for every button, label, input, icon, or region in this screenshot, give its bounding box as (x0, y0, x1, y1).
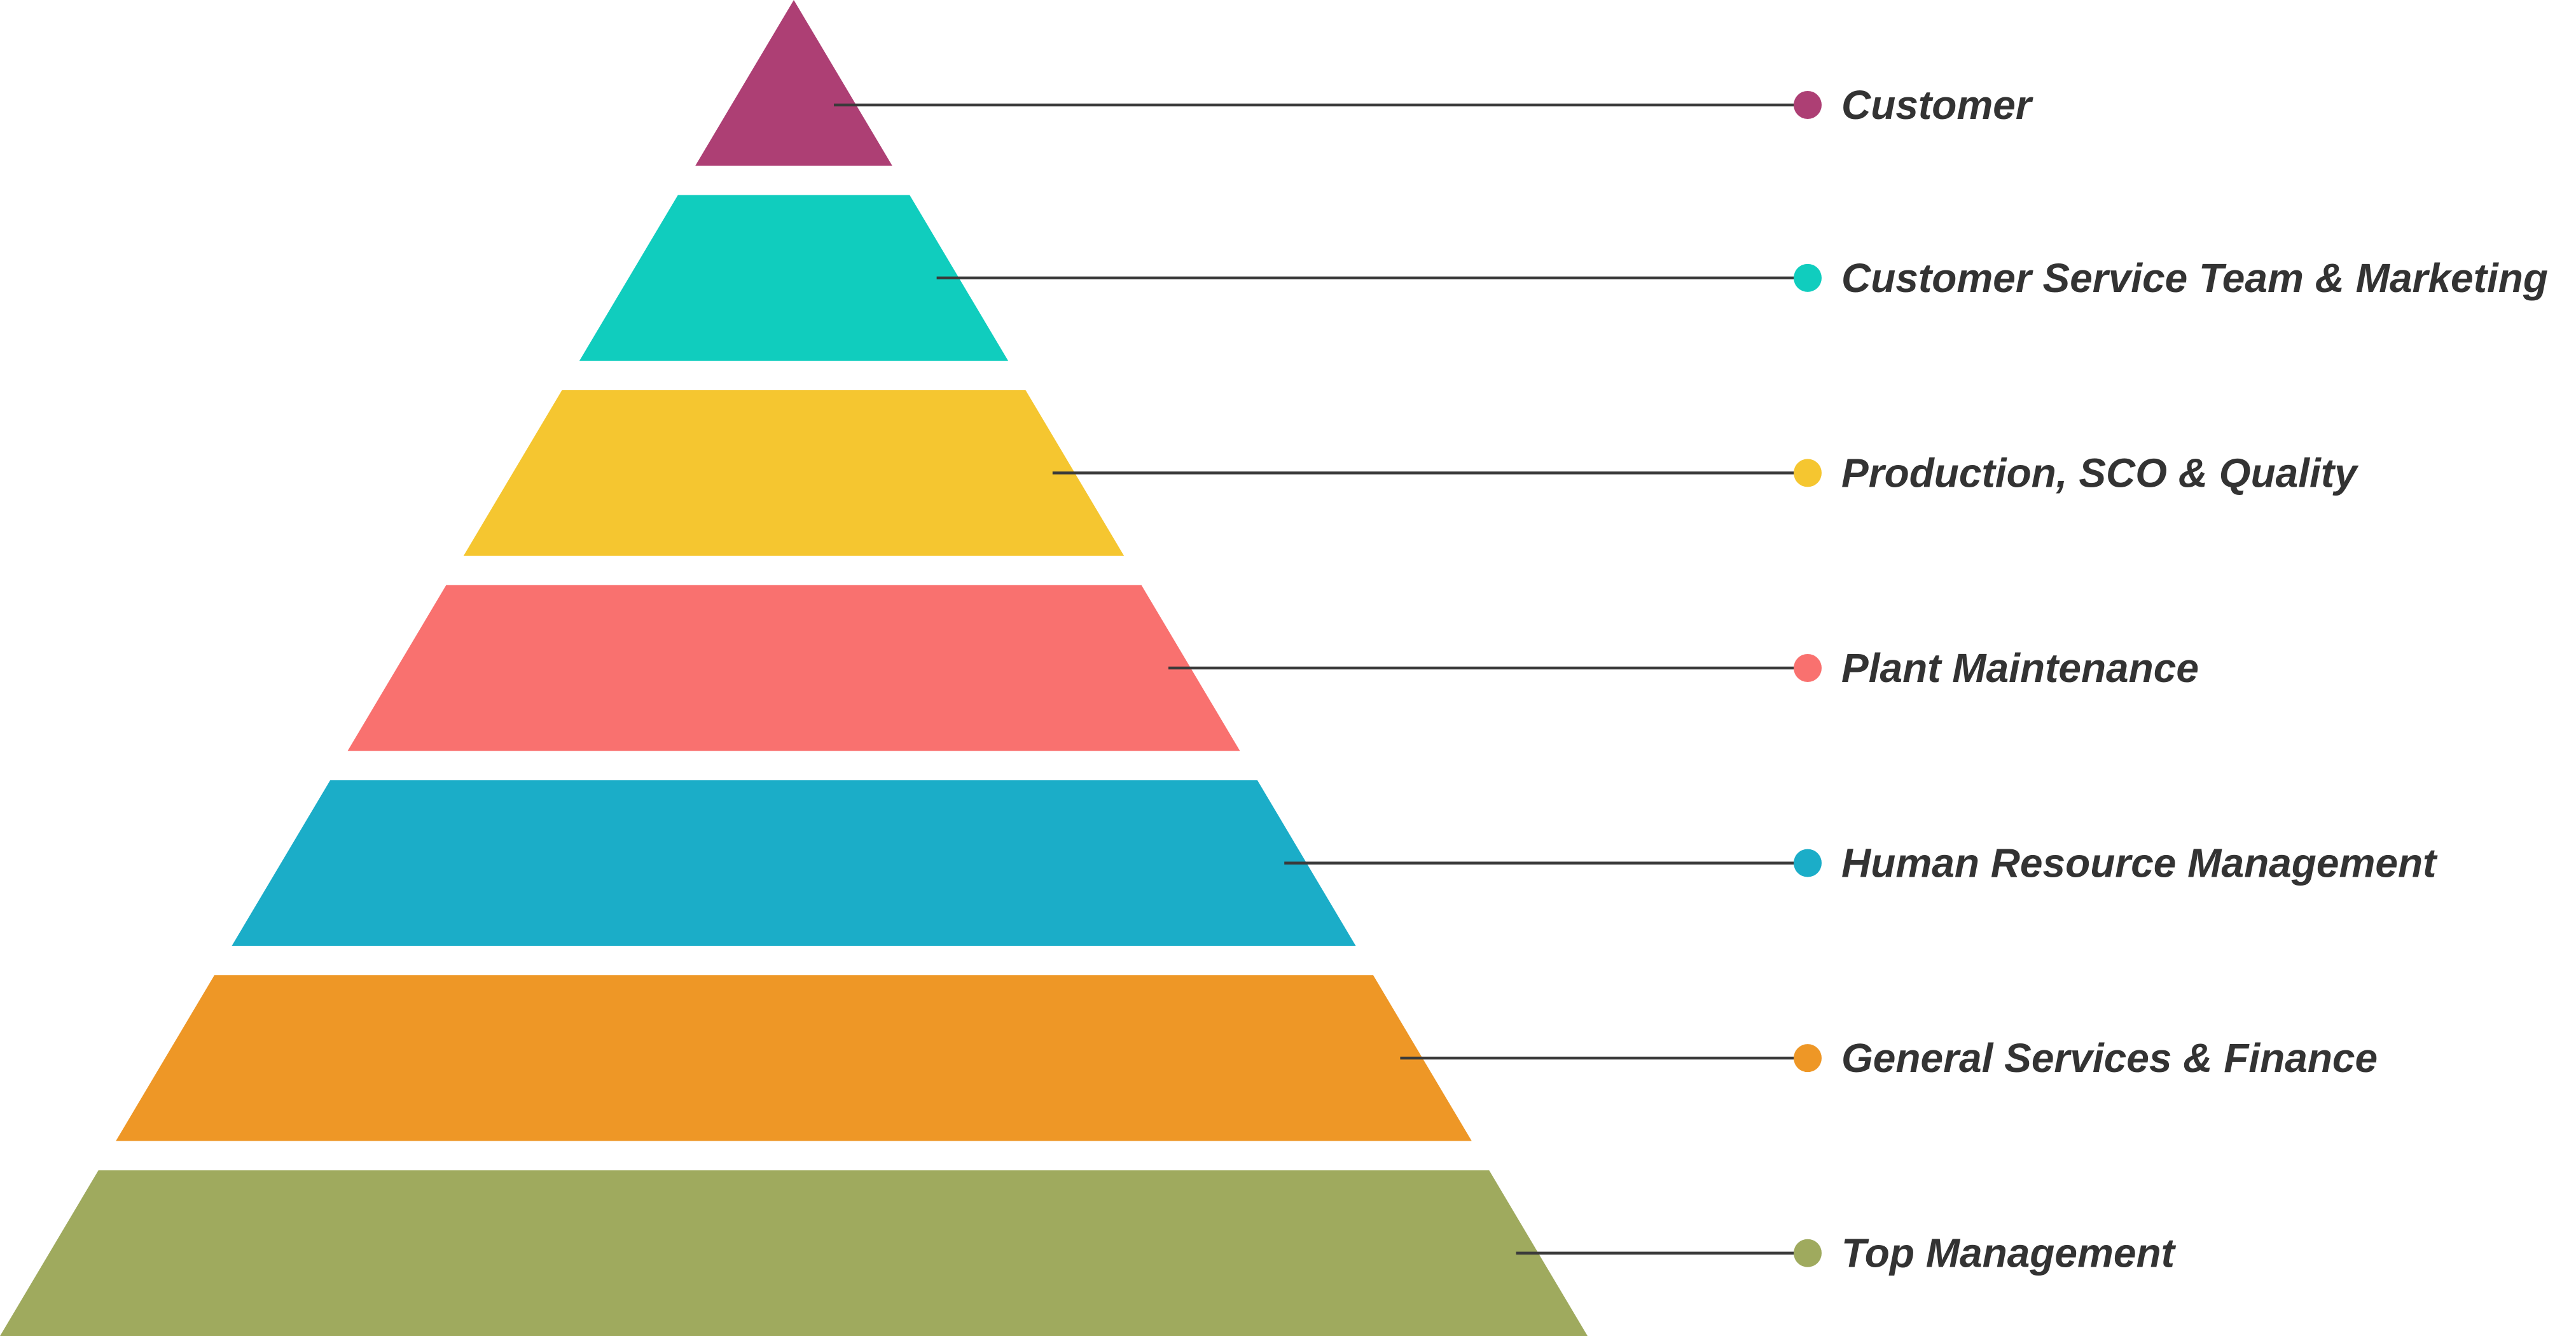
pyramid-tiers (0, 0, 1588, 1336)
pyramid-tier-2 (579, 195, 1009, 361)
pyramid-tier-5 (232, 780, 1356, 946)
tier-label-4: Plant Maintenance (1841, 645, 2199, 691)
legend-dot-7 (1794, 1239, 1822, 1267)
legend-dot-1 (1794, 91, 1822, 119)
legend-dot-4 (1794, 654, 1822, 682)
leader-lines (834, 103, 1808, 1255)
legend-dot-2 (1794, 263, 1822, 292)
legend-dot-6 (1794, 1044, 1822, 1073)
pyramid-tier-4 (347, 585, 1240, 751)
tier-label-3: Production, SCO & Quality (1841, 450, 2359, 496)
pyramid-tier-3 (463, 390, 1125, 556)
tier-label-6: General Services & Finance (1841, 1035, 2378, 1081)
pyramid-tier-7 (0, 1170, 1588, 1336)
tier-label-1: Customer (1841, 82, 2033, 128)
tier-label-7: Top Management (1841, 1230, 2177, 1276)
tier-label-5: Human Resource Management (1841, 840, 2438, 886)
legend-dot-5 (1794, 849, 1822, 877)
legend-dot-3 (1794, 459, 1822, 487)
pyramid-tier-1 (695, 0, 892, 166)
pyramid-tier-6 (116, 975, 1472, 1141)
tier-label-2: Customer Service Team & Marketing (1841, 255, 2548, 301)
tier-legend: Customer Customer Service Team & Marketin… (1794, 82, 2548, 1276)
